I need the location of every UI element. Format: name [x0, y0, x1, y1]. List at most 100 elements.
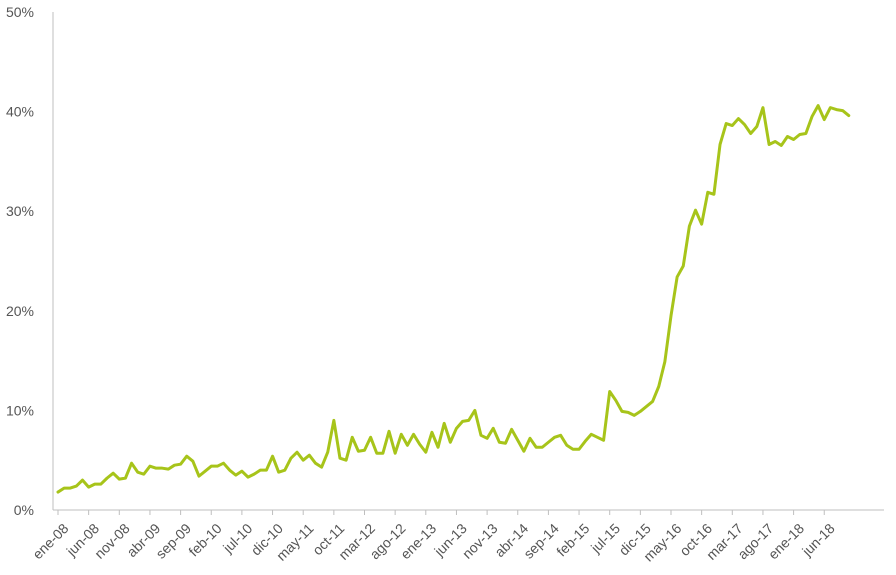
series-point: [498, 441, 501, 444]
series-point: [142, 473, 145, 476]
series-point: [148, 465, 151, 468]
series-point: [112, 472, 115, 475]
series-point: [504, 442, 507, 445]
series-point: [835, 108, 838, 111]
series-point: [467, 419, 470, 422]
series-point: [191, 460, 194, 463]
series-point: [406, 444, 409, 447]
series-point: [670, 314, 673, 317]
series-point: [326, 451, 329, 454]
series-point: [749, 132, 752, 135]
series-point: [780, 144, 783, 147]
series-point: [87, 486, 90, 489]
series-point: [99, 483, 102, 486]
y-axis-tick-labels: 0% 10% 20% 30% 40% 50%: [6, 4, 34, 518]
series-point: [596, 436, 599, 439]
series-point: [510, 428, 513, 431]
series-point: [645, 405, 648, 408]
series-point: [571, 448, 574, 451]
series-point: [657, 385, 660, 388]
series-point: [755, 125, 758, 128]
series-point: [400, 433, 403, 436]
series-point: [823, 118, 826, 121]
series-point: [308, 454, 311, 457]
series-point: [75, 485, 78, 488]
series-point: [228, 469, 231, 472]
series-point: [565, 444, 568, 447]
x-tick-label: nov-08: [91, 520, 133, 562]
series-point: [161, 467, 164, 470]
series-point: [620, 410, 623, 413]
series-point: [798, 133, 801, 136]
series-point: [185, 455, 188, 458]
series-point: [817, 104, 820, 107]
series-point: [559, 434, 562, 437]
series-point: [265, 469, 268, 472]
series-point: [688, 225, 691, 228]
series-point: [584, 440, 587, 443]
series-point: [608, 390, 611, 393]
series-point: [412, 433, 415, 436]
series-point: [388, 430, 391, 433]
series-point: [761, 106, 764, 109]
series-point: [529, 437, 532, 440]
series-point: [289, 457, 292, 460]
series-point: [345, 459, 348, 462]
x-axis-tick-labels: ene-08jun-08nov-08abr-09sep-09feb-10jul-…: [29, 520, 838, 564]
series-point: [357, 450, 360, 453]
series-point: [694, 209, 697, 212]
series-point: [63, 487, 66, 490]
series-point: [320, 466, 323, 469]
series-point: [130, 462, 133, 465]
series-point: [847, 114, 850, 117]
series-point: [204, 470, 207, 473]
series-point: [535, 446, 538, 449]
series-point: [639, 410, 642, 413]
series-point: [302, 459, 305, 462]
series-point: [222, 462, 225, 465]
series-point: [430, 431, 433, 434]
series-point: [253, 473, 256, 476]
series-point: [179, 463, 182, 466]
series-point: [216, 465, 219, 468]
series-point: [259, 469, 262, 472]
x-tick-label: nov-13: [459, 520, 501, 562]
series-point: [590, 433, 593, 436]
series-point: [197, 475, 200, 478]
series-point: [124, 477, 127, 480]
series-point: [473, 409, 476, 412]
series-point: [449, 441, 452, 444]
series-point: [443, 422, 446, 425]
series-line: [56, 104, 851, 494]
x-tick-label: sep-09: [152, 520, 194, 562]
series-point: [461, 420, 464, 423]
series-point: [841, 109, 844, 112]
series-point: [541, 446, 544, 449]
series-point: [375, 452, 378, 455]
series-point: [486, 437, 489, 440]
y-tick-label: 40%: [6, 104, 34, 120]
series-point: [810, 115, 813, 118]
series-point: [547, 441, 550, 444]
series-point: [394, 452, 397, 455]
series-point: [479, 434, 482, 437]
series-point: [81, 479, 84, 482]
series-point: [369, 436, 372, 439]
series-point: [418, 443, 421, 446]
series-point: [57, 491, 60, 494]
series-point: [363, 449, 366, 452]
x-tick-label: sep-14: [520, 520, 562, 562]
series-point: [676, 275, 679, 278]
series-point: [93, 483, 96, 486]
x-tick-label: feb-10: [185, 520, 225, 560]
y-tick-label: 20%: [6, 303, 34, 319]
series-point: [173, 464, 176, 467]
y-tick-label: 10%: [6, 402, 34, 418]
y-tick-label: 0%: [14, 502, 34, 518]
series-point: [768, 143, 771, 146]
series-point: [700, 223, 703, 226]
series-point: [136, 471, 139, 474]
series-point: [424, 451, 427, 454]
series-point: [106, 477, 109, 480]
series-group: [56, 104, 851, 494]
